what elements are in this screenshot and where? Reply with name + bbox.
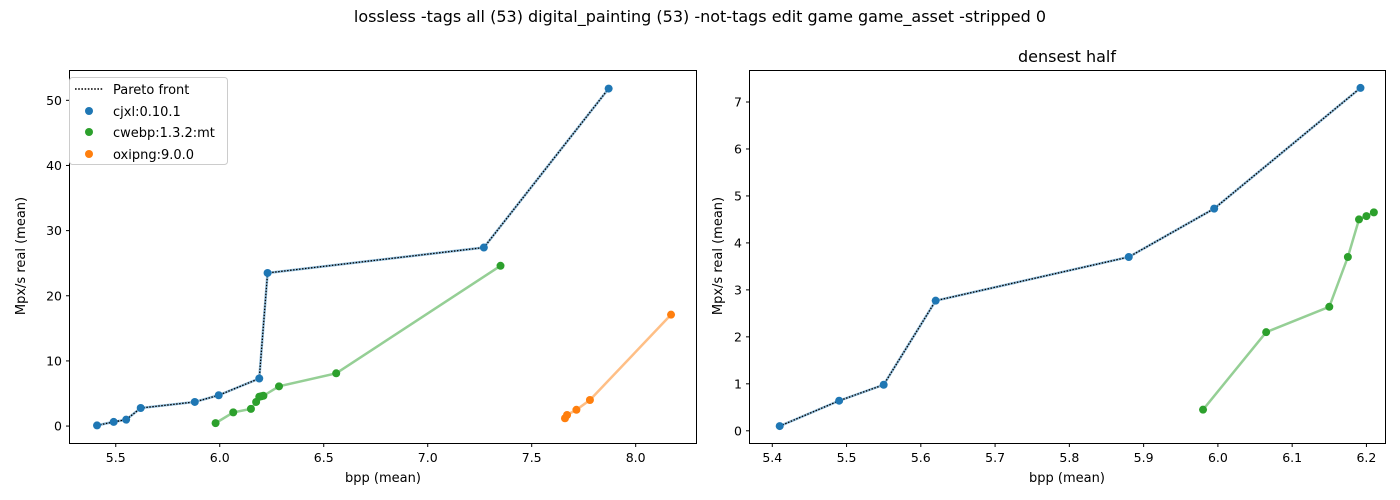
legend-box [69, 77, 228, 165]
legend-label-cjxl: cjxl:0.10.1 [113, 105, 181, 120]
x-tick-label: 6.5 [314, 450, 334, 465]
cjxl-data-point [214, 391, 223, 400]
x-tick-label: 6.2 [1356, 450, 1376, 465]
right-plot-title: densest half [1018, 47, 1116, 66]
cwebp-data-point [1343, 253, 1352, 261]
oxipng-data-point [585, 396, 594, 405]
cwebp-data-point [1199, 405, 1208, 414]
x-tick-label: 6.1 [1282, 450, 1302, 465]
legend-marker-cwebp [85, 128, 93, 136]
right-y-axis-label: Mpx/s real (mean) [711, 197, 726, 315]
x-tick-label: 5.5 [106, 450, 126, 465]
cjxl-data-point [263, 268, 272, 277]
y-tick-label: 1 [734, 376, 742, 391]
cjxl-data-point [255, 374, 264, 383]
x-tick-label: 5.7 [985, 450, 1005, 465]
cjxl-data-point [109, 417, 118, 426]
y-tick-label: 40 [46, 158, 62, 173]
x-tick-label: 8.0 [626, 450, 646, 465]
oxipng-data-point [667, 310, 676, 319]
cwebp-data-point [229, 408, 238, 417]
left-plot-yticks: 0 10 20 30 40 50 [46, 93, 70, 434]
cwebp-data-point [211, 419, 220, 428]
left-plot-xticks: 5.5 6.0 6.5 7.0 7.5 8.0 [106, 443, 646, 465]
left-plot: 5.5 6.0 6.5 7.0 7.5 8.0 0 10 20 30 40 50 bpp (mean… [14, 70, 697, 486]
y-tick-label: 10 [46, 353, 62, 368]
figure-title: lossless -tags all (53) digital_painting… [353, 7, 1047, 26]
oxipng-data-point [572, 405, 581, 414]
cjxl-data-point [1210, 204, 1219, 213]
cwebp-data-point [275, 382, 284, 391]
y-tick-label: 30 [46, 223, 62, 238]
cjxl-data-point [835, 396, 844, 405]
oxipng-series-line [563, 313, 672, 419]
legend-label-cwebp: cwebp:1.3.2:mt [113, 126, 215, 141]
y-tick-label: 0 [734, 423, 742, 438]
cwebp-data-point [1355, 215, 1364, 224]
cwebp-data-point [1325, 302, 1334, 311]
cwebp-series-line [1202, 211, 1375, 411]
right-plot-xticks: 5.4 5.5 5.6 5.7 5.8 5.9 6.0 6.1 6.2 [762, 443, 1376, 465]
cwebp-data-point [1362, 212, 1371, 221]
x-tick-label: 6.0 [1208, 450, 1228, 465]
x-tick-label: 5.8 [1059, 450, 1079, 465]
cjxl-data-point [93, 421, 102, 430]
legend: Pareto front cjxl:0.10.1 cwebp:1.3.2:mt … [69, 77, 228, 165]
y-tick-label: 7 [734, 95, 742, 110]
x-tick-label: 5.4 [762, 450, 782, 465]
cwebp-data-point [246, 404, 255, 413]
x-tick-label: 7.5 [522, 450, 542, 465]
pareto-front-line [96, 88, 610, 427]
cwebp-data-point [332, 369, 341, 378]
cwebp-data-point [1369, 208, 1378, 217]
cjxl-data-point [1124, 253, 1133, 261]
cwebp-data-point [259, 391, 268, 400]
right-plot-marks [775, 83, 1378, 431]
oxipng-data-point [563, 410, 572, 419]
x-tick-label: 5.9 [1134, 450, 1154, 465]
cjxl-data-point [190, 397, 199, 406]
left-plot-marks [93, 84, 676, 430]
x-tick-label: 6.0 [210, 450, 230, 465]
right-plot-frame [749, 70, 1386, 444]
cjxl-data-point [136, 404, 145, 413]
y-tick-label: 4 [734, 235, 742, 250]
legend-label-pareto: Pareto front [113, 83, 189, 98]
cwebp-data-point [496, 261, 505, 270]
x-tick-label: 5.6 [911, 450, 931, 465]
pareto-front-line [779, 87, 1361, 427]
cjxl-data-point [775, 422, 784, 431]
cjxl-data-point [931, 296, 940, 305]
cjxl-data-point [879, 380, 888, 389]
legend-marker-cjxl [85, 107, 93, 115]
legend-marker-oxipng [85, 150, 93, 158]
y-tick-label: 20 [46, 288, 62, 303]
legend-label-oxipng: oxipng:9.0.0 [113, 148, 194, 163]
y-tick-label: 3 [734, 282, 742, 297]
y-tick-label: 2 [734, 329, 742, 344]
y-tick-label: 6 [734, 141, 742, 156]
left-x-axis-label: bpp (mean) [345, 471, 421, 486]
y-tick-label: 0 [54, 419, 62, 434]
cwebp-data-point [1262, 328, 1271, 337]
right-plot: densest half 5.4 5.5 5.6 5.7 5.8 5.9 6.0 6.1 6.2… [711, 47, 1386, 486]
cjxl-data-point [479, 243, 488, 252]
right-x-axis-label: bpp (mean) [1029, 471, 1105, 486]
left-plot-frame [69, 70, 697, 444]
x-tick-label: 5.5 [837, 450, 857, 465]
y-tick-label: 5 [734, 188, 742, 203]
x-tick-label: 7.0 [418, 450, 438, 465]
cjxl-data-point [1356, 83, 1365, 92]
cjxl-series-line [779, 86, 1362, 428]
cjxl-data-point [122, 415, 131, 424]
right-plot-yticks: 0 1 2 3 4 5 6 7 [734, 95, 750, 438]
y-tick-label: 50 [46, 93, 62, 108]
left-y-axis-label: Mpx/s real (mean) [14, 197, 29, 315]
cjxl-data-point [604, 84, 613, 93]
